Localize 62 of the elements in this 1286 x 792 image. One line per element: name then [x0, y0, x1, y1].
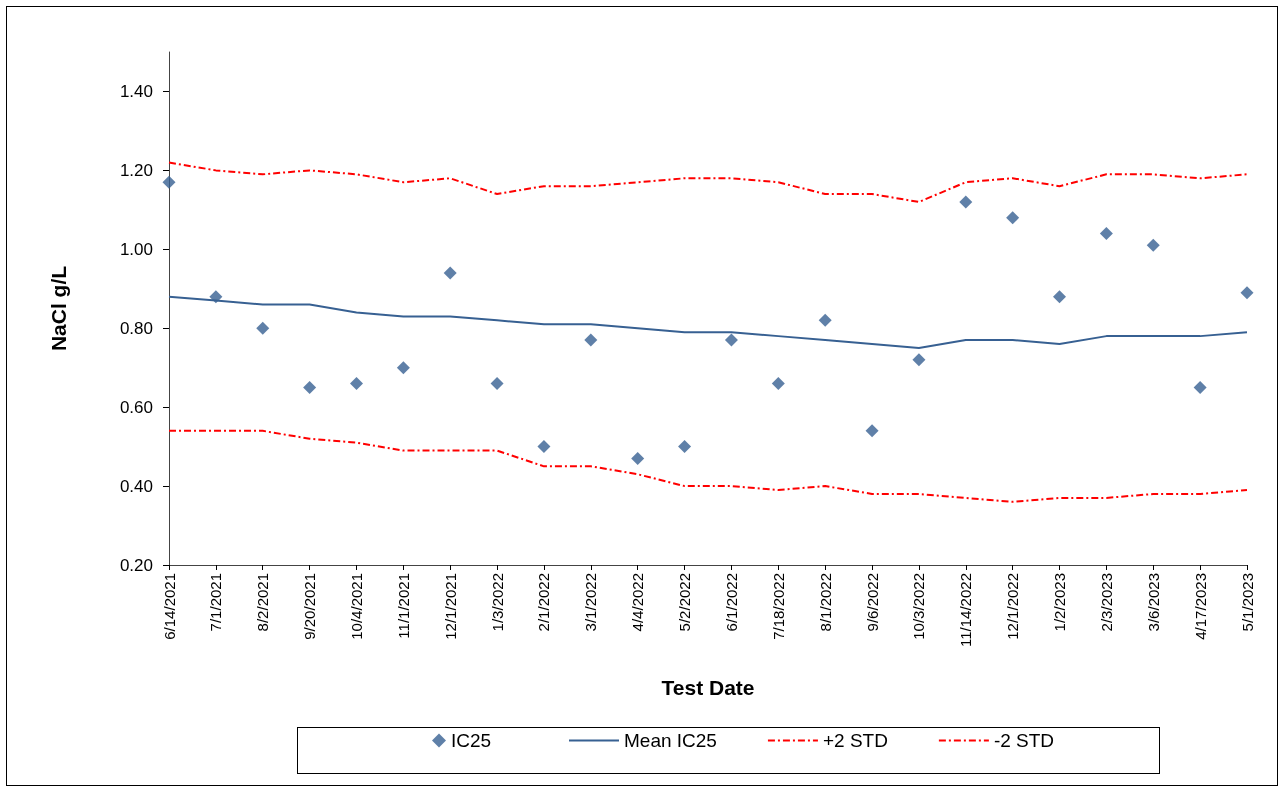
x-tick-label: 10/3/2022 [910, 573, 928, 640]
x-tick-label: 1/2/2023 [1051, 573, 1069, 632]
legend-label: +2 STD [822, 730, 888, 751]
point [162, 175, 176, 189]
x-tick-label: 3/1/2022 [582, 573, 600, 632]
y-tick-label: 0.80 [119, 318, 153, 338]
x-tick-label: 6/1/2022 [722, 573, 740, 632]
point [256, 321, 270, 335]
x-tick-label: 10/4/2021 [347, 573, 365, 640]
x-tick-label: 4/4/2022 [629, 573, 647, 632]
x-tick-label: 5/1/2023 [1238, 573, 1256, 632]
x-tick-label: 5/2/2022 [676, 573, 694, 632]
point [818, 313, 832, 327]
x-axis-title: Test Date [661, 676, 755, 699]
x-tick-label: 7/18/2022 [769, 573, 787, 640]
x-tick-label: 3/6/2023 [1144, 573, 1162, 632]
x-tick-label: 11/14/2022 [957, 573, 975, 647]
point [1099, 227, 1113, 241]
point [1006, 211, 1020, 225]
x-tick-label: 11/1/2021 [394, 573, 412, 639]
x-tick-label: 9/6/2022 [863, 573, 881, 632]
point [631, 451, 645, 465]
line-series [168, 429, 1248, 503]
legend-label: Mean IC25 [624, 730, 717, 751]
point [1193, 380, 1207, 394]
point [724, 333, 738, 347]
y-axis-title: NaCl g/L [47, 265, 70, 352]
y-tick-label: 0.20 [119, 555, 153, 575]
point [443, 266, 457, 280]
y-tick-label: 1.00 [119, 239, 153, 259]
x-tick-label: 2/3/2023 [1097, 573, 1115, 632]
x-tick-label: 12/1/2022 [1004, 573, 1022, 640]
point [303, 380, 317, 394]
x-tick-label: 6/14/2021 [160, 573, 178, 640]
point [1240, 286, 1254, 300]
x-tick-label: 8/1/2022 [816, 573, 834, 632]
x-tick-label: 1/3/2022 [488, 573, 506, 632]
line-series [168, 161, 1248, 203]
point [396, 361, 410, 375]
point [537, 440, 551, 454]
point [1053, 290, 1067, 304]
legend-label: IC25 [451, 730, 492, 751]
point [1146, 238, 1160, 252]
x-tick-label: 4/17/2023 [1191, 573, 1209, 640]
point [912, 353, 926, 367]
x-tick-label: 2/1/2022 [535, 573, 553, 632]
point [584, 333, 598, 347]
y-tick-label: 1.40 [119, 81, 153, 101]
point [865, 424, 879, 438]
x-tick-label: 8/2/2021 [254, 573, 272, 632]
point [771, 376, 785, 390]
y-tick-label: 1.20 [119, 160, 153, 180]
y-tick-label: 0.40 [119, 476, 153, 496]
legend-label: -2 STD [993, 730, 1055, 751]
x-tick-label: 9/20/2021 [301, 573, 319, 640]
point [490, 376, 504, 390]
point [959, 195, 973, 209]
y-tick-label: 0.60 [119, 397, 153, 417]
point [678, 440, 692, 454]
point [349, 376, 363, 390]
x-tick-label: 7/1/2021 [207, 573, 225, 632]
x-tick-label: 12/1/2021 [441, 573, 459, 640]
